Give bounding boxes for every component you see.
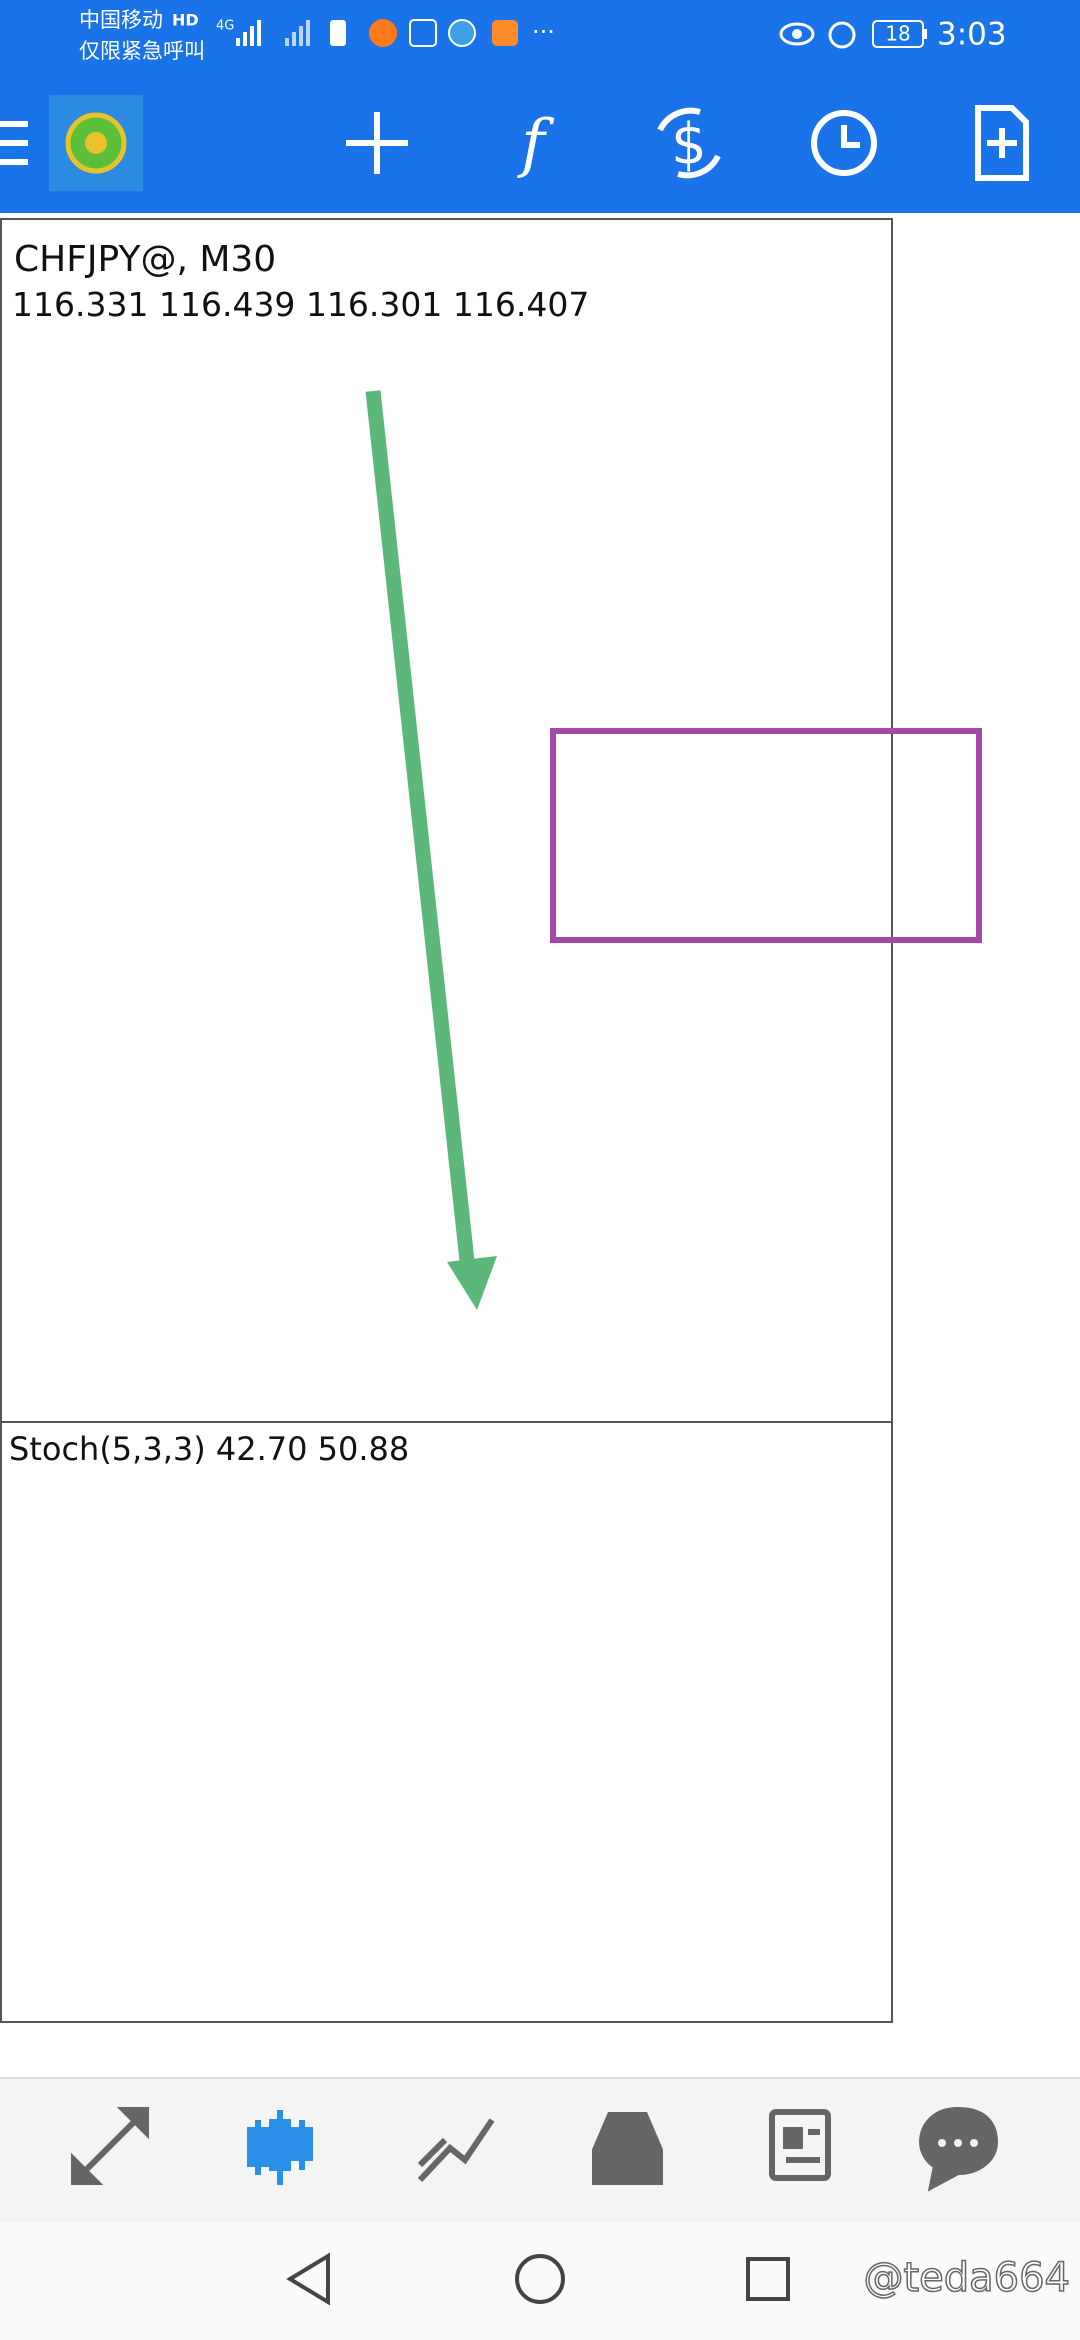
period-button[interactable] [811,110,877,176]
watermark: @teda664 [863,2255,1070,2301]
eye-icon [792,29,802,39]
chart-frame [0,218,893,2023]
trade-button[interactable]: $ [657,107,721,179]
recents-button[interactable] [746,2257,790,2301]
symbol-title: CHFJPY@, M30 [14,239,276,280]
app-logo[interactable] [49,95,143,191]
system-nav [0,2222,1080,2340]
svg-text:$: $ [671,112,707,177]
nav-icons [71,2106,999,2192]
system-buttons [286,2252,790,2306]
back-button[interactable] [286,2252,330,2306]
trade-tab[interactable] [417,2118,495,2183]
trend-arrow-head [447,1256,497,1310]
home-button[interactable] [515,2254,565,2304]
eye-icon [779,22,815,46]
open-readout: 116.331 [12,285,148,324]
battery-level: 18 [885,22,910,46]
app-bar [0,0,1080,213]
carrier: 中国移动 [79,8,163,32]
signal-icon-2 [285,20,310,46]
close-readout: 116.407 [453,285,589,324]
stoch-title: Stoch(5,3,3) 42.70 50.88 [9,1430,409,1468]
chart-tab[interactable] [247,2110,313,2185]
quotes-tab[interactable] [71,2107,149,2185]
annotations [365,390,497,1310]
app-notify [448,19,476,47]
clock: 3:03 [937,17,1007,53]
signal-icon [236,20,261,46]
ohlc-readout: 116.331 116.439 116.301 116.407 [12,285,589,324]
history-tab[interactable] [592,2112,663,2185]
alarm-icon [828,21,856,49]
highlight-box [550,728,982,943]
high-readout: 116.439 [159,285,295,324]
toolbar: f $ [0,95,1029,191]
bottom-nav [0,2078,1080,2222]
app-notify [492,20,518,46]
news-tab[interactable] [769,2109,831,2181]
template-button[interactable] [975,105,1029,181]
more-icon: ··· [532,18,555,46]
notify-icon [330,20,346,46]
chat-tab[interactable] [918,2106,999,2192]
trend-arrow [365,390,476,1271]
emergency: 仅限紧急呼叫 [79,39,205,63]
carrier-badge: HD [172,11,199,30]
network: 4G [216,19,234,34]
status-bar: 中国移动 HD 仅限紧急呼叫 4G ··· 18 3:03 [79,8,1007,63]
crosshair-button[interactable] [346,112,408,174]
menu-button[interactable] [0,121,28,165]
low-readout: 116.301 [306,285,442,324]
battery-icon [923,29,927,39]
app-notify [369,19,397,47]
app-notify [409,19,437,47]
